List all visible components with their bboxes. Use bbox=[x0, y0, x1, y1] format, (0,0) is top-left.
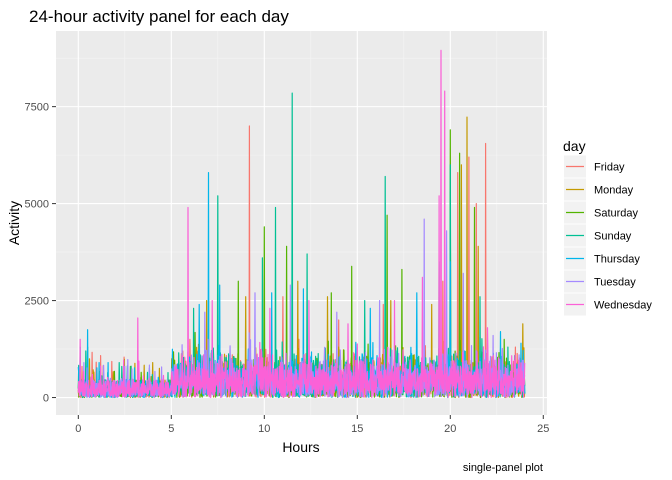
y-tick-label: 7500 bbox=[25, 102, 49, 114]
legend-label-thursday: Thursday bbox=[594, 254, 640, 266]
y-tick-label: 5000 bbox=[25, 199, 49, 211]
x-tick-label: 20 bbox=[444, 423, 456, 435]
y-tick-label: 0 bbox=[43, 393, 49, 405]
y-axis-title: Activity bbox=[6, 201, 22, 245]
legend-title: day bbox=[563, 138, 586, 154]
x-tick-label: 5 bbox=[168, 423, 174, 435]
x-axis-title: Hours bbox=[282, 439, 319, 455]
legend-label-tuesday: Tuesday bbox=[594, 277, 636, 289]
data-layer bbox=[77, 49, 526, 399]
legend-label-friday: Friday bbox=[594, 162, 625, 174]
series-line-wednesday bbox=[77, 49, 526, 399]
axes: 0 5 10 15 20 25 0 2500 5000 7500 bbox=[25, 102, 550, 435]
legend-label-wednesday: Wednesday bbox=[594, 300, 652, 312]
legend-label-monday: Monday bbox=[594, 185, 634, 197]
legend-label-sunday: Sunday bbox=[594, 231, 632, 243]
x-tick-label: 25 bbox=[537, 423, 549, 435]
legend: day Friday Monday Saturday Sunday Thursday Tu… bbox=[563, 138, 652, 316]
legend-label-saturday: Saturday bbox=[594, 208, 639, 220]
y-tick-label: 2500 bbox=[25, 296, 49, 308]
chart-title: 24-hour activity panel for each day bbox=[29, 7, 289, 26]
plot-panel-background bbox=[56, 31, 547, 415]
caption: single-panel plot bbox=[463, 462, 543, 474]
x-tick-label: 15 bbox=[351, 423, 363, 435]
x-tick-label: 0 bbox=[75, 423, 81, 435]
x-tick-label: 10 bbox=[258, 423, 270, 435]
